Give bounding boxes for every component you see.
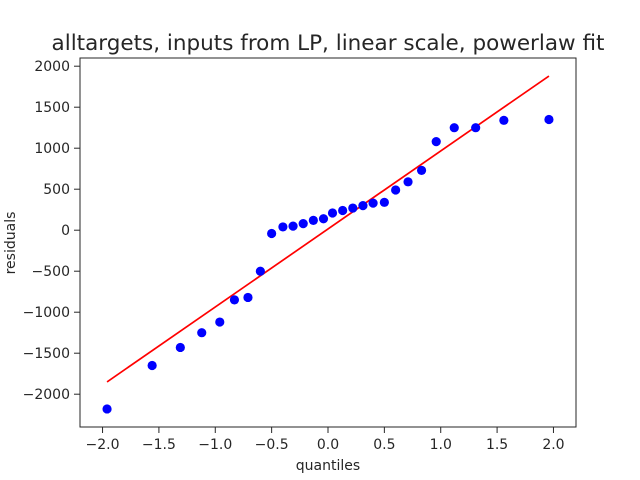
data-point [544, 114, 554, 125]
data-point [416, 165, 427, 175]
x-tick-label: 0.0 [317, 437, 339, 453]
data-point [147, 360, 157, 371]
y-tick-label: 1500 [34, 100, 70, 116]
data-point [338, 205, 348, 216]
x-tick-label: −0.5 [255, 437, 289, 453]
data-point [391, 185, 401, 195]
data-points-layer [102, 114, 554, 414]
y-tick-label: −500 [32, 264, 70, 280]
data-point [197, 328, 207, 338]
y-tick-label: 0 [61, 223, 70, 239]
y-tick-label: 500 [43, 182, 70, 198]
data-point [318, 214, 329, 224]
data-point [255, 266, 265, 276]
data-point [327, 208, 338, 218]
x-axis: −2.0 −1.5 −1.0 −0.5 0.0 0.5 1.0 1.5 2.0 [86, 427, 565, 453]
data-point [175, 342, 185, 353]
data-point [229, 295, 240, 305]
data-point [243, 292, 253, 303]
data-point [368, 198, 378, 208]
data-point [102, 404, 112, 414]
data-point [298, 219, 308, 229]
x-tick-label: 1.5 [486, 437, 508, 453]
y-tick-label: 1000 [34, 141, 70, 157]
x-tick-label: 0.5 [373, 437, 395, 453]
data-point [471, 123, 481, 133]
data-point [431, 137, 441, 147]
x-tick-label: −1.0 [198, 437, 232, 453]
data-point [379, 197, 389, 207]
x-tick-label: 2.0 [542, 437, 564, 453]
data-point [499, 115, 509, 125]
data-point [348, 203, 358, 213]
chart-title: alltargets, inputs from LP, linear scale… [52, 31, 605, 56]
data-point [358, 201, 368, 211]
y-tick-label: −2000 [23, 387, 70, 403]
x-tick-label: −2.0 [86, 437, 120, 453]
data-point [403, 177, 413, 187]
data-point [267, 228, 277, 239]
x-axis-label: quantiles [296, 458, 360, 474]
y-axis: −2000 −1500 −1000 −500 0 500 1000 1500 2000 [23, 59, 80, 403]
data-point [215, 317, 225, 327]
x-tick-label: −1.5 [142, 437, 176, 453]
data-point [449, 123, 459, 133]
y-tick-label: 2000 [34, 59, 70, 75]
x-tick-label: 1.0 [430, 437, 452, 453]
data-point [308, 215, 318, 225]
y-tick-label: −1500 [23, 346, 70, 362]
y-axis-label: residuals [3, 212, 19, 275]
y-tick-label: −1000 [23, 305, 70, 321]
data-point [288, 221, 298, 231]
data-point [278, 222, 288, 232]
